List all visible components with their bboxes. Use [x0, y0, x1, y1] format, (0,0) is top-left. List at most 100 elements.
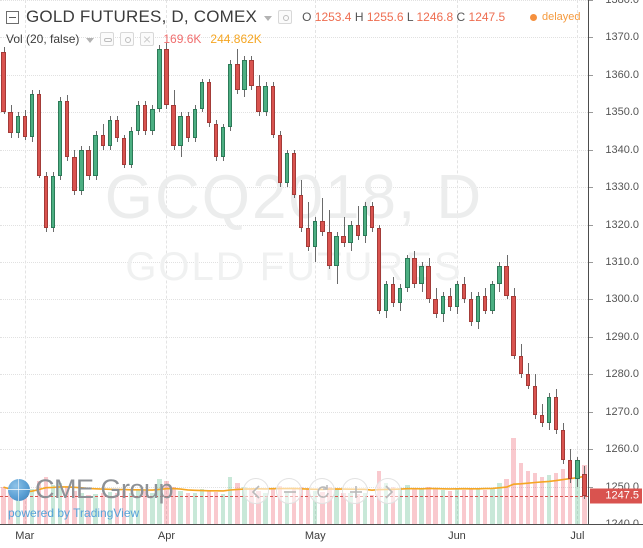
- volume-bar: [483, 490, 488, 524]
- low-value: 1246.8: [416, 10, 454, 24]
- status-badge: delayed: [530, 11, 581, 23]
- price-axis-label: 1370.0: [605, 31, 639, 44]
- volume-bar: [235, 483, 240, 524]
- chevron-down-icon[interactable]: [86, 38, 95, 43]
- candle-wick: [358, 205, 359, 240]
- gridline: [24, 0, 26, 524]
- candle-body: [369, 205, 375, 229]
- candle-body: [50, 175, 56, 229]
- volume-bar: [58, 483, 63, 524]
- axis-tick: [589, 112, 593, 114]
- chevron-down-icon[interactable]: [264, 16, 273, 21]
- volume-bar: [135, 489, 141, 524]
- page-title: GOLD FUTURES, D, COMEX: [26, 7, 258, 26]
- price-axis-label: 1280.0: [605, 368, 639, 381]
- price-axis-label: 1330.0: [605, 181, 639, 194]
- candle-body: [341, 235, 346, 244]
- candle-body: [199, 82, 205, 109]
- candle-body: [383, 284, 389, 311]
- axis-tick: [589, 74, 593, 76]
- open-label: O: [302, 10, 312, 24]
- volume-value-primary: 169.6K: [163, 32, 202, 46]
- gridline: [0, 112, 588, 114]
- volume-bar: [114, 493, 120, 524]
- candle-body: [178, 116, 183, 146]
- gear-icon[interactable]: [120, 32, 135, 46]
- candle-body: [185, 116, 190, 139]
- time-axis[interactable]: Mar Apr May Jun Jul: [0, 524, 643, 548]
- scroll-left-button[interactable]: [243, 478, 269, 504]
- candle-body: [8, 112, 13, 133]
- price-axis-label: 1260.0: [605, 443, 639, 456]
- volume-bar: [405, 485, 410, 524]
- candle-body: [327, 232, 332, 266]
- candle-body: [532, 385, 538, 416]
- axis-tick: [589, 411, 593, 413]
- volume-bar: [86, 495, 91, 524]
- volume-bar: [121, 491, 127, 524]
- minus-icon: [284, 491, 296, 493]
- volume-bar: [497, 483, 502, 524]
- candle-wick: [542, 404, 543, 427]
- axis-tick: [589, 37, 593, 39]
- collapse-icon[interactable]: [6, 10, 19, 24]
- price-axis[interactable]: 1380.0 1370.0 1360.0 1350.0 1340.0 1330.0 1320…: [588, 0, 643, 530]
- volume-bar: [327, 487, 332, 524]
- candle-body: [575, 460, 580, 480]
- candle-body: [213, 123, 219, 158]
- candle-body: [43, 175, 49, 229]
- zoom-out-button[interactable]: [276, 478, 302, 504]
- candle-body: [86, 149, 91, 176]
- candle-body: [440, 295, 445, 315]
- candle-body: [1, 52, 6, 113]
- symbol-legend-row: GOLD FUTURES, D, COMEX O 1253.4 H 1255.6…: [6, 6, 505, 28]
- candle-body: [121, 138, 127, 165]
- volume-bar: [305, 488, 311, 524]
- zoom-in-button[interactable]: [342, 478, 368, 504]
- candle-body: [263, 86, 268, 113]
- candle-wick: [308, 202, 309, 251]
- gridline: [315, 0, 317, 524]
- volume-bar: [150, 493, 155, 524]
- volume-bar: [15, 493, 20, 524]
- volume-bar: [206, 490, 212, 524]
- eye-icon[interactable]: [100, 32, 115, 46]
- close-icon[interactable]: [140, 32, 155, 46]
- scroll-right-button[interactable]: [375, 478, 401, 504]
- volume-bar: [504, 478, 509, 524]
- open-value: 1253.4: [314, 10, 352, 24]
- candle-body: [433, 299, 438, 315]
- volume-bar: [199, 489, 205, 524]
- time-axis-label: Apr: [157, 530, 176, 542]
- price-axis-label: 1360.0: [605, 68, 639, 81]
- gridline: [0, 449, 588, 451]
- candle-body: [291, 153, 297, 195]
- volume-bar: [79, 493, 84, 524]
- candle-body: [277, 134, 283, 184]
- status-badge-label: delayed: [542, 11, 581, 23]
- gear-icon[interactable]: [278, 10, 293, 24]
- volume-value-ma: 244.862K: [210, 32, 262, 46]
- volume-bar: [242, 487, 247, 524]
- candle-body: [150, 108, 155, 131]
- reset-chart-button[interactable]: [309, 478, 335, 504]
- chart-navigation-toolbar[interactable]: [243, 478, 408, 504]
- candle-body: [157, 48, 162, 109]
- axis-tick: [589, 149, 593, 151]
- candle-body: [504, 265, 509, 296]
- candle-body: [582, 473, 587, 496]
- chart-plot-area[interactable]: GCQ2018, D GOLD FUTURES: [0, 0, 588, 524]
- volume-bar: [284, 491, 290, 524]
- candle-body: [561, 430, 566, 461]
- volume-bar: [341, 493, 346, 524]
- candle-body: [164, 48, 169, 105]
- tradingview-link[interactable]: TradingView: [73, 506, 140, 520]
- high-label: H: [354, 10, 364, 24]
- candle-body: [475, 295, 481, 322]
- high-value: 1255.6: [366, 10, 404, 24]
- volume-bar: [249, 489, 254, 524]
- candle-body: [483, 295, 488, 311]
- volume-bar: [433, 489, 438, 524]
- globe-icon: [8, 478, 30, 501]
- candle-wick: [344, 217, 345, 248]
